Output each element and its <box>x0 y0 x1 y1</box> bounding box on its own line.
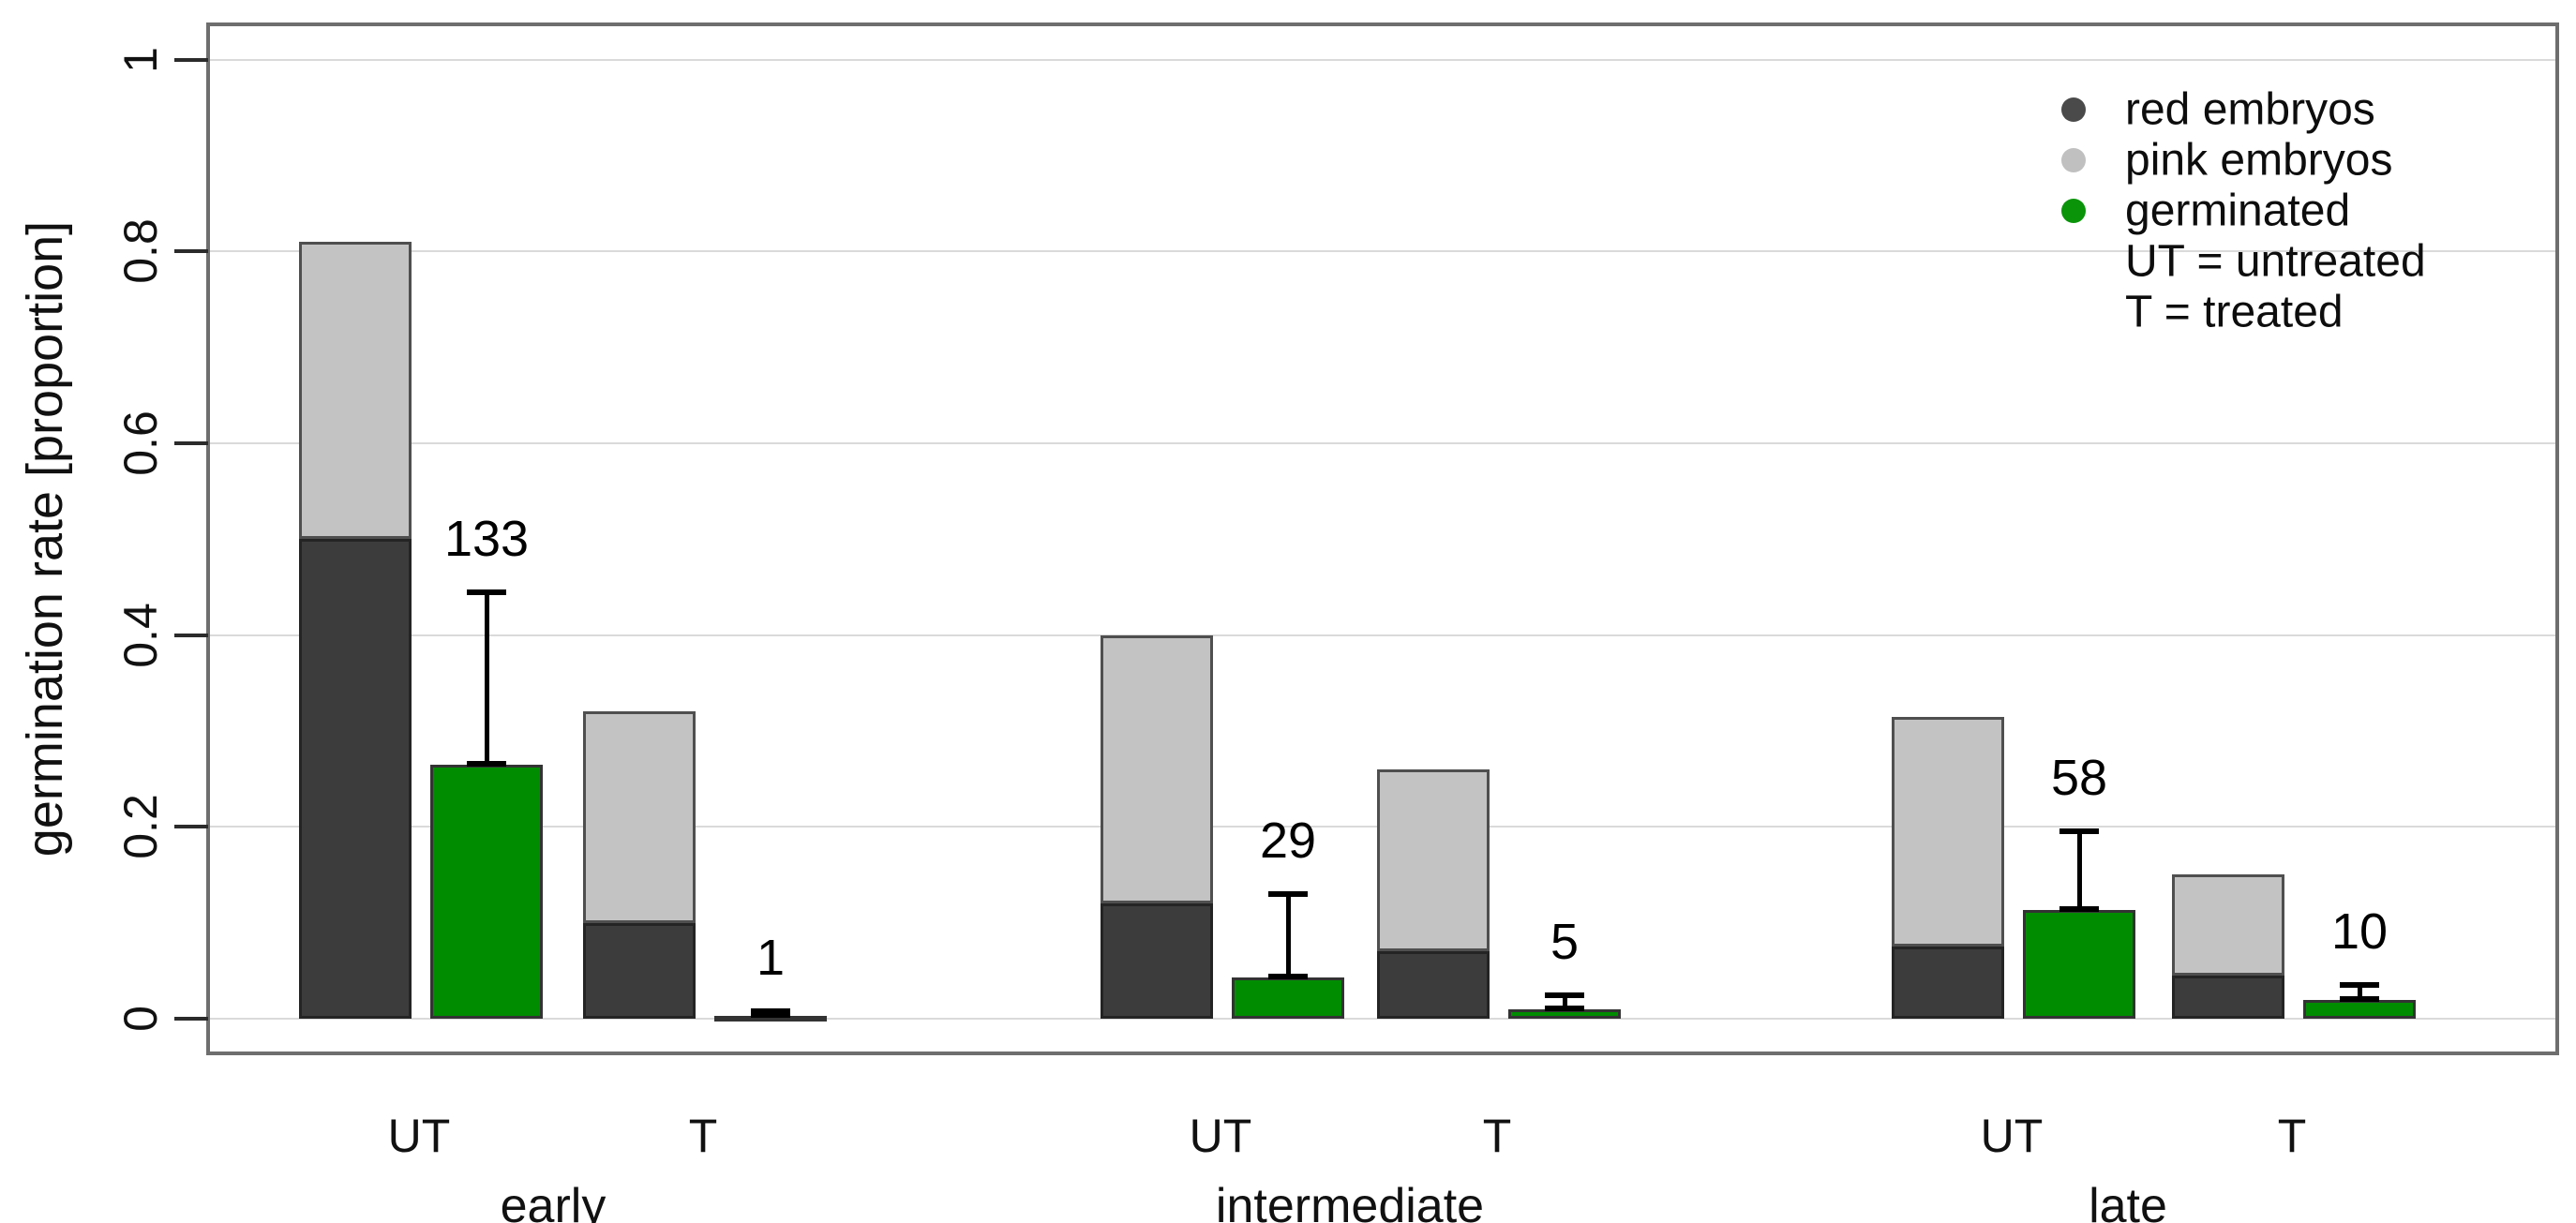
error-bar-cap-top-late-UT <box>2059 828 2099 834</box>
y-tick-1 <box>174 58 208 62</box>
y-tick-0.8 <box>174 249 208 253</box>
count-label-early-T: 1 <box>756 930 786 986</box>
y-tick-label-0: 0 <box>114 1006 167 1032</box>
x-label-late-UT: UT <box>1980 1110 2044 1162</box>
error-bar-cap-top-intermediate-UT <box>1268 891 1308 897</box>
bar-germinated-late-UT <box>2023 910 2135 1019</box>
y-axis-title: germination rate [proportion] <box>17 220 73 858</box>
error-bar-cap-top-early-T <box>751 1008 790 1014</box>
gridline-0.4 <box>210 634 2555 636</box>
error-bar-cap-bottom-early-UT <box>467 761 506 767</box>
x-label-intermediate-T: T <box>1482 1110 1512 1162</box>
y-tick-label-0.8: 0.8 <box>114 218 167 284</box>
count-label-intermediate-T: 5 <box>1550 914 1580 970</box>
legend-marker-icon-2 <box>2061 199 2086 223</box>
legend-row-0: red embryos <box>2044 84 2569 135</box>
count-label-intermediate-UT: 29 <box>1259 813 1317 869</box>
bar-germinated-early-UT <box>430 765 543 1019</box>
error-bar-cap-bottom-late-UT <box>2059 906 2099 912</box>
bar-pink-embryos-intermediate-T <box>1377 769 1490 951</box>
error-bar-line-late-UT <box>2077 831 2082 910</box>
y-tick-label-0.6: 0.6 <box>114 410 167 476</box>
error-bar-line-late-T <box>2358 985 2362 1000</box>
error-bar-cap-bottom-early-T <box>751 1012 790 1018</box>
error-bar-line-intermediate-T <box>1563 995 1567 1009</box>
error-bar-cap-top-late-T <box>2340 982 2379 988</box>
bar-pink-embryos-early-UT <box>299 242 412 539</box>
error-bar-cap-top-early-UT <box>467 589 506 595</box>
x-group-label-intermediate: intermediate <box>1215 1179 1485 1223</box>
bar-red-embryos-late-T <box>2172 976 2284 1019</box>
bar-germinated-intermediate-UT <box>1232 977 1344 1019</box>
gridline-0.6 <box>210 442 2555 444</box>
bar-pink-embryos-intermediate-UT <box>1101 635 1213 903</box>
legend-row-2: germinated <box>2044 186 2569 236</box>
bar-pink-embryos-late-UT <box>1892 717 2004 947</box>
x-group-label-late: late <box>2089 1179 2167 1223</box>
legend-row-1: pink embryos <box>2044 135 2569 186</box>
y-tick-0.4 <box>174 634 208 637</box>
legend-row-4: T = treated <box>2044 287 2569 337</box>
x-label-late-T: T <box>2277 1110 2307 1162</box>
gridline-0.8 <box>210 250 2555 252</box>
x-label-early-T: T <box>688 1110 718 1162</box>
count-label-late-T: 10 <box>2330 903 2389 960</box>
count-label-early-UT: 133 <box>443 511 530 567</box>
bar-pink-embryos-early-T <box>583 711 696 923</box>
legend-label-3: UT = untreated <box>2125 236 2426 287</box>
error-bar-line-intermediate-UT <box>1286 894 1291 977</box>
bar-red-embryos-intermediate-UT <box>1101 903 1213 1019</box>
legend-label-4: T = treated <box>2125 287 2344 337</box>
error-bar-line-early-UT <box>485 592 489 765</box>
y-tick-0.2 <box>174 825 208 828</box>
y-tick-0 <box>174 1017 208 1021</box>
gridline-0 <box>210 1018 2555 1020</box>
bar-red-embryos-intermediate-T <box>1377 951 1490 1019</box>
x-label-early-UT: UT <box>387 1110 451 1162</box>
bar-red-embryos-early-T <box>583 923 696 1019</box>
gridline-1 <box>210 59 2555 61</box>
count-label-late-UT: 58 <box>2050 750 2108 806</box>
x-group-label-early: early <box>500 1179 607 1223</box>
bar-red-embryos-early-UT <box>299 539 412 1019</box>
legend-marker-icon-0 <box>2061 97 2086 122</box>
bar-red-embryos-late-UT <box>1892 947 2004 1019</box>
y-tick-label-1: 1 <box>114 47 167 73</box>
x-label-intermediate-UT: UT <box>1189 1110 1252 1162</box>
legend-label-0: red embryos <box>2125 84 2375 135</box>
legend-label-1: pink embryos <box>2125 135 2393 186</box>
legend-label-2: germinated <box>2125 186 2351 236</box>
legend-marker-icon-1 <box>2061 148 2086 172</box>
y-tick-label-0.4: 0.4 <box>114 603 167 668</box>
error-bar-cap-bottom-late-T <box>2340 996 2379 1002</box>
error-bar-cap-top-intermediate-T <box>1545 992 1584 998</box>
legend-row-3: UT = untreated <box>2044 236 2569 287</box>
y-tick-label-0.2: 0.2 <box>114 794 167 859</box>
error-bar-cap-bottom-intermediate-T <box>1545 1006 1584 1011</box>
error-bar-cap-bottom-intermediate-UT <box>1268 974 1308 979</box>
bar-germinated-late-T <box>2303 1000 2416 1019</box>
bar-pink-embryos-late-T <box>2172 874 2284 976</box>
y-tick-0.6 <box>174 441 208 445</box>
